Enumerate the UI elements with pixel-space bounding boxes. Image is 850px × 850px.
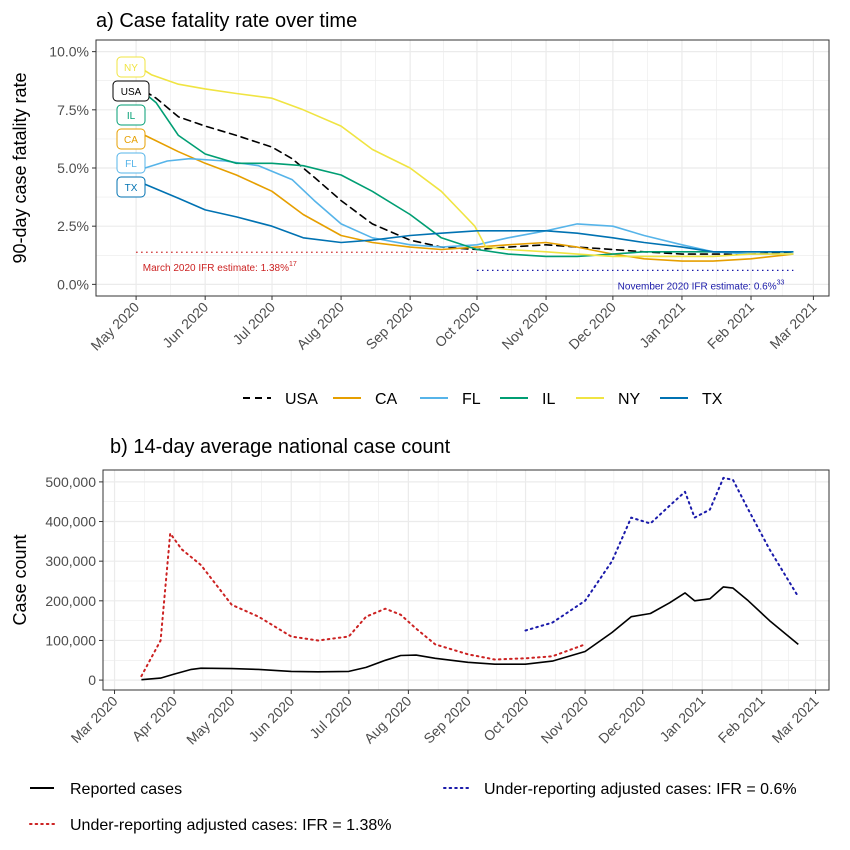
panel-border (95, 39, 830, 297)
y-tick-label: 300,000 (45, 553, 96, 569)
x-tick-label: Aug 2020 (361, 693, 415, 747)
legend-label-b-1: Under-reporting adjusted cases: IFR = 1.… (70, 817, 392, 834)
x-tick-label: Sep 2020 (420, 693, 474, 747)
chart-title: b) 14-day average national case count (110, 436, 451, 458)
x-tick-label: Nov 2020 (498, 299, 552, 353)
state-label-ca: CA (124, 135, 138, 146)
y-tick-label: 10.0% (49, 44, 89, 60)
x-tick-label: Jun 2020 (245, 693, 297, 745)
x-tick-label: Apr 2020 (129, 693, 181, 745)
y-tick-label: 2.5% (57, 218, 89, 234)
legend-label-tx: TX (702, 391, 723, 408)
x-tick-label: Mar 2021 (769, 693, 822, 746)
legend-label-ca: CA (375, 391, 398, 408)
ifr-annotation-superscript: 33 (777, 279, 785, 286)
y-tick-label: 500,000 (45, 474, 96, 490)
plot-area (103, 470, 829, 690)
panel-border (102, 469, 830, 691)
series-line-ny (140, 67, 794, 258)
y-tick-label: 0.0% (57, 276, 89, 292)
x-tick-label: Jul 2020 (306, 693, 355, 742)
x-tick-label: Aug 2020 (293, 299, 347, 353)
state-label-box (116, 104, 146, 126)
panel-b: 0 100,000 200,000 300,000 400,000 500,000 Mar … (10, 436, 830, 748)
x-tick-label: Feb 2021 (704, 299, 757, 352)
state-label-box (116, 152, 146, 174)
ifr-annotation-superscript: 17 (289, 261, 297, 268)
y-tick-label: 0 (88, 672, 96, 688)
state-label-usa: USA (121, 87, 142, 98)
state-label-fl: FL (125, 159, 137, 170)
x-tick-label: May 2020 (183, 693, 238, 748)
x-tick-label: Feb 2021 (715, 693, 768, 746)
state-label-box (116, 128, 146, 150)
x-tick-label: May 2020 (87, 299, 142, 354)
x-tick-label: Jun 2020 (159, 299, 211, 351)
x-tick-label: Dec 2020 (595, 693, 649, 747)
state-label-box (112, 80, 150, 102)
state-label-box (116, 176, 146, 198)
x-tick-label: Dec 2020 (565, 299, 619, 353)
legend-label-il: IL (542, 391, 555, 408)
legend-label-b-0: Reported cases (70, 781, 182, 798)
series-line-tx (144, 183, 794, 253)
series-line-under-reporting-adjusted-cases-ifr-0-6 (524, 476, 800, 632)
x-tick-label: Mar 2020 (68, 693, 121, 746)
panel-a: 0.0% 2.5% 5.0% 7.5% 10.0% May 2020 Jun 2020 Jul… (10, 10, 830, 354)
x-tick-label: Sep 2020 (363, 299, 417, 353)
legend-b: Reported cases Under-reporting adjusted c… (29, 781, 797, 834)
y-tick-label: 5.0% (57, 160, 89, 176)
x-tick-label: Oct 2020 (432, 299, 484, 351)
chart-title: a) Case fatality rate over time (96, 10, 357, 32)
legend-label-ny: NY (618, 391, 641, 408)
series-group (140, 476, 800, 681)
series-line-il (144, 92, 794, 258)
legend-a: USA CA FL IL NY TX (243, 391, 723, 408)
x-tick-label: Nov 2020 (538, 693, 592, 747)
legend-label-fl: FL (462, 391, 481, 408)
ifr-annotation: March 2020 IFR estimate: 1.38%17 (143, 261, 297, 274)
x-tick-label: Oct 2020 (480, 693, 532, 745)
x-tick-label: Jul 2020 (229, 299, 278, 348)
x-tick-label: Jan 2021 (656, 693, 708, 745)
series-line-reported-cases (141, 586, 799, 681)
state-label-box (116, 56, 146, 78)
legend-label-usa: USA (285, 391, 318, 408)
ifr-annotation-text: March 2020 IFR estimate: 1.38% (143, 263, 289, 274)
legend-label-b-2: Under-reporting adjusted cases: IFR = 0.… (484, 781, 797, 798)
ifr-annotation-text: November 2020 IFR estimate: 0.6% (618, 281, 777, 292)
x-tick-label: Mar 2021 (766, 299, 819, 352)
y-tick-label: 7.5% (57, 102, 89, 118)
y-tick-label: 200,000 (45, 593, 96, 609)
ifr-annotation: November 2020 IFR estimate: 0.6%33 (618, 279, 785, 292)
y-tick-label: 100,000 (45, 632, 96, 648)
series-group (136, 67, 795, 272)
state-label-il: IL (127, 111, 136, 122)
y-axis-label: Case count (10, 534, 30, 625)
y-tick-label: 400,000 (45, 514, 96, 530)
state-label-tx: TX (125, 183, 138, 194)
y-axis-label: 90-day case fatality rate (10, 72, 30, 263)
x-tick-label: Jan 2021 (636, 299, 688, 351)
series-line-ca (144, 134, 794, 262)
series-line-usa (144, 90, 795, 255)
series-line-under-reporting-adjusted-cases-ifr-1-38 (140, 532, 587, 678)
state-label-ny: NY (124, 63, 138, 74)
